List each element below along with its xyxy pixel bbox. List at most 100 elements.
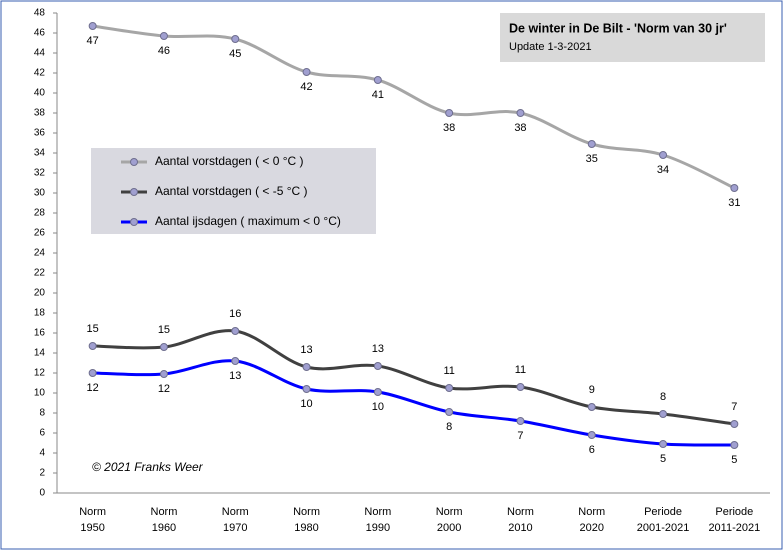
series-line — [92, 24, 735, 190]
marker — [516, 109, 525, 117]
data-label: 12 — [158, 383, 170, 395]
y-tick-label: 38 — [34, 108, 46, 119]
marker — [587, 403, 596, 411]
marker — [231, 327, 240, 335]
x-tick-label-line: 2000 — [437, 522, 461, 534]
marker — [730, 184, 739, 192]
data-label: 38 — [443, 122, 455, 134]
legend-label: Aantal ijsdagen ( maximum < 0 °C) — [155, 214, 341, 228]
data-label: 35 — [586, 153, 598, 165]
chart-title: De winter in De Bilt - 'Norm van 30 jr' — [509, 21, 727, 35]
data-label: 41 — [372, 89, 384, 101]
marker — [302, 363, 311, 371]
x-tick-label: Norm 1970 — [222, 506, 249, 534]
data-label: 8 — [446, 421, 452, 433]
data-label: 13 — [372, 343, 384, 355]
marker — [373, 388, 382, 396]
data-label: 34 — [657, 164, 669, 176]
x-tick-label-line: 2001-2021 — [637, 522, 690, 534]
marker — [302, 385, 311, 393]
y-tick-label: 4 — [39, 448, 45, 459]
x-tick-label: Norm 2000 — [436, 506, 463, 534]
series-line — [92, 359, 735, 447]
marker — [587, 431, 596, 439]
data-label: 38 — [514, 122, 526, 134]
y-tick-label: 12 — [34, 368, 46, 379]
data-label: 5 — [660, 453, 666, 465]
y-tick-label: 6 — [39, 428, 45, 439]
y-tick-label: 24 — [34, 248, 46, 259]
y-tick-label: 16 — [34, 328, 46, 339]
x-tick-label-line: Norm — [507, 506, 534, 518]
x-tick-label-line: 1970 — [223, 522, 247, 534]
marker — [373, 362, 382, 370]
title-box — [500, 13, 765, 62]
x-tick-label-line: Norm — [364, 506, 391, 518]
data-label: 16 — [229, 308, 241, 320]
x-tick-label: Norm 2010 — [507, 506, 534, 534]
x-tick-label-line: Norm — [151, 506, 178, 518]
data-label: 7 — [517, 430, 523, 442]
y-tick-label: 22 — [34, 268, 46, 279]
legend-marker — [130, 158, 138, 166]
x-tick-label-line: Norm — [578, 506, 605, 518]
copyright: © 2021 Franks Weer — [92, 460, 204, 474]
marker — [159, 343, 168, 351]
x-tick-label-line: 2010 — [508, 522, 532, 534]
marker — [373, 76, 382, 84]
marker — [88, 369, 97, 377]
marker — [659, 151, 668, 159]
marker — [587, 140, 596, 148]
x-tick-label-line: 1980 — [294, 522, 318, 534]
data-label: 15 — [87, 323, 99, 335]
x-tick-label-line: 2020 — [580, 522, 604, 534]
data-label: 10 — [300, 398, 312, 410]
x-tick-label: Norm 1960 — [151, 506, 178, 534]
data-label: 13 — [300, 344, 312, 356]
y-tick-label: 26 — [34, 228, 46, 239]
marker — [730, 441, 739, 449]
data-label: 10 — [372, 401, 384, 413]
data-label: 42 — [300, 81, 312, 93]
marker — [730, 420, 739, 428]
x-tick-label-line: Periode — [644, 506, 682, 518]
x-tick-label-line: 2011-2021 — [708, 522, 760, 534]
marker — [88, 342, 97, 350]
marker — [516, 383, 525, 391]
data-label: 11 — [515, 364, 526, 376]
x-tick-label-line: 1950 — [80, 522, 104, 534]
y-tick-label: 36 — [34, 128, 46, 139]
x-tick-label-line: Periode — [715, 506, 753, 518]
marker — [159, 370, 168, 378]
y-tick-label: 46 — [34, 28, 46, 39]
y-tick-label: 34 — [34, 148, 46, 159]
x-tick-label: Periode 2001-2021 — [637, 506, 690, 534]
data-label: 31 — [728, 197, 740, 209]
marker — [302, 68, 311, 76]
legend-marker — [130, 188, 138, 196]
marker — [516, 417, 525, 425]
data-label: 5 — [731, 454, 737, 466]
x-tick-label-line: Norm — [293, 506, 320, 518]
data-label: 6 — [589, 444, 595, 456]
y-tick-label: 42 — [34, 68, 46, 79]
chart-subtitle: Update 1-3-2021 — [509, 41, 592, 53]
y-tick-label: 40 — [34, 88, 46, 99]
marker — [445, 109, 454, 117]
legend-marker — [130, 218, 138, 226]
marker — [231, 357, 240, 365]
x-tick-label-line: Norm — [222, 506, 249, 518]
series-line — [92, 329, 735, 426]
marker — [445, 408, 454, 416]
data-label: 11 — [443, 365, 454, 377]
y-tick-label: 10 — [34, 388, 46, 399]
marker — [231, 35, 240, 43]
x-tick-label: Norm 1980 — [293, 506, 320, 534]
x-tick-label-line: 1960 — [152, 522, 176, 534]
data-label: 13 — [229, 370, 241, 382]
y-tick-label: 0 — [39, 488, 45, 499]
y-tick-label: 48 — [34, 8, 46, 19]
legend-label: Aantal vorstdagen ( < 0 °C ) — [155, 154, 304, 168]
